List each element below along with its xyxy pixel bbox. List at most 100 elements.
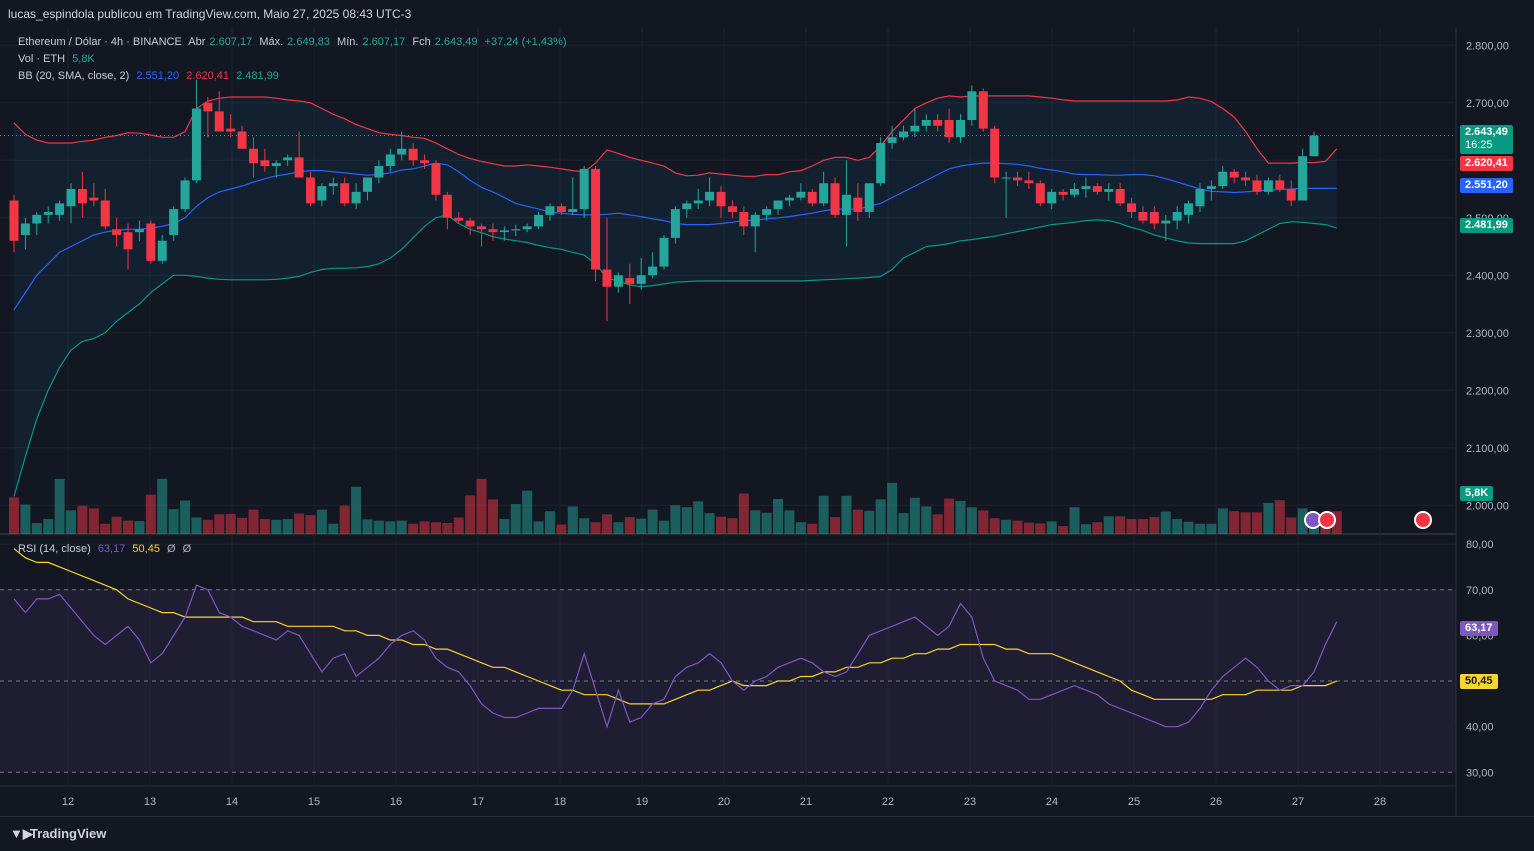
us-flag-icon[interactable] [1318,511,1336,529]
volume-bar [123,520,134,534]
volume-bar [43,519,54,534]
candle-body [363,177,373,192]
volume-bar [134,521,145,534]
volume-bar [305,515,316,534]
volume-value: 5,8K [72,53,95,65]
volume-bar [1001,519,1012,534]
volume-bar [659,520,669,534]
candle-body [1263,180,1273,192]
candle-body [1195,189,1205,207]
candle-body [602,269,612,287]
candle-body [887,137,897,143]
volume-bar [716,516,727,534]
publisher-bar: lucas_espindola publicou em TradingView.… [0,0,1534,29]
volume-bar [932,514,943,534]
candle-body [20,223,30,235]
candle-body [1001,177,1011,179]
time-tick-label: 20 [718,796,730,808]
volume-bar [487,499,498,534]
candle-body [203,102,213,112]
brand-name: TradingView [30,826,107,841]
open-value: 2.607,17 [209,36,253,48]
time-tick-label: 15 [308,796,320,808]
candle-body [898,131,908,138]
volume-bar [1035,523,1046,534]
last-price: 2.643,49 [1465,126,1508,138]
volume-bar [681,507,692,534]
volume-bar [921,506,932,534]
candle-body [1184,203,1194,215]
chart-canvas[interactable]: 2.800,002.700,002.600,002.500,002.400,00… [0,28,1534,816]
candle-body [613,275,623,287]
volume-bar [1115,516,1126,534]
candle-body [682,203,692,210]
volume-bar [784,510,795,534]
volume-bar [1069,507,1080,534]
volume-bar [180,500,191,534]
candle-body [830,183,840,215]
candle-body [77,189,87,204]
price-tick-label: 2.200,00 [1466,385,1509,397]
candle-body [374,166,384,178]
candle-body [1013,177,1023,181]
volume-bar [636,518,647,534]
candle-body [157,240,167,261]
candle-body [727,206,737,212]
volume-bar [1217,508,1228,534]
volume-bar [77,505,88,534]
volume-bar [282,519,293,534]
brand-logo[interactable]: ▼▶TradingView [10,826,106,842]
footer-bar: ▼▶TradingView [0,816,1534,851]
volume-bar [294,513,305,534]
volume-bar [214,514,225,534]
time-tick-label: 21 [800,796,812,808]
candle-body [488,229,498,233]
price-tick-label: 2.100,00 [1466,443,1509,455]
volume-bar [1160,511,1171,534]
bb-mid-tag: 2.551,20 [1460,178,1513,193]
rsi-label[interactable]: RSI (14, close) [18,543,91,555]
candle-body [271,163,281,166]
volume-bar [191,517,202,534]
last-price-tag: 2.643,49 16:25 [1460,125,1513,154]
symbol-label[interactable]: Ethereum / Dólar · 4h · BINANCE [18,36,182,48]
bb-legend: BB (20, SMA, close, 2) 2.551,20 2.620,41… [18,70,283,82]
rsi-line [13,584,1338,729]
volume-bar [544,511,555,534]
candle-body [465,220,475,227]
volume-bar [590,522,601,534]
candle-body [317,186,327,201]
volume-bar [989,518,1000,534]
tradingview-logo-icon: ▼▶ [10,826,33,841]
bb-label[interactable]: BB (20, SMA, close, 2) [18,70,130,82]
candle-body [43,212,53,215]
candle-body [534,214,544,227]
volume-bar [522,490,533,534]
candle-body [648,266,658,276]
volume-bar [852,509,863,534]
volume-bar [647,509,658,534]
volume-bar [830,517,841,534]
volume-bar [271,519,282,534]
volume-bar [453,517,464,534]
candle-body [1298,156,1308,201]
volume-bar [111,516,122,534]
candle-body [1149,212,1159,224]
candle-body [693,200,703,204]
volume-legend: Vol · ETH 5,8K [18,53,99,65]
candle-body [556,206,566,212]
volume-bar [533,521,544,534]
time-tick-label: 23 [964,796,976,808]
candle-body [442,194,452,218]
volume-bar [704,513,715,534]
candle-body [100,200,110,227]
price-tick-label: 2.700,00 [1466,98,1509,110]
us-flag-icon[interactable] [1414,511,1432,529]
volume-label[interactable]: Vol · ETH [18,53,66,65]
candle-body [876,143,886,184]
volume-bar [248,509,259,534]
volume-bar [1046,521,1057,534]
candle-body [169,209,179,235]
price-legend: Ethereum / Dólar · 4h · BINANCE Abr 2.607… [18,36,571,48]
candle-body [978,91,988,129]
